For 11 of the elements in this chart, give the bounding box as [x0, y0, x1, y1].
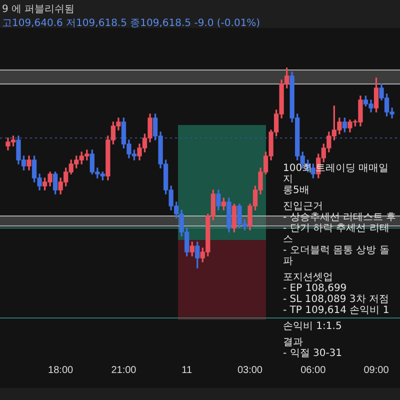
text: 포지션셋업 - EP 108,699 - SL 108,089 3차 저점 - TP 109,614 손익비 1 — [283, 272, 390, 316]
x-tick-label: 06:00 — [300, 364, 326, 376]
x-tick-label: 09:00 — [364, 364, 390, 376]
text: 결과 - 익절 30-31 — [283, 337, 344, 359]
x-tick-label: 11 — [182, 364, 192, 376]
x-tick-label: 03:00 — [237, 364, 263, 376]
x-tick-label: 21:00 — [111, 364, 137, 376]
text: 손익비 1:1.5 — [283, 321, 343, 332]
chart-subtitle: 고109,640.6 저109,618.5 종109,618.5 -9.0 (-0.01%) — [2, 17, 260, 30]
x-tick-label: 18:00 — [48, 364, 74, 376]
chart-title: 9 에 퍼블리쉬됨 — [2, 3, 75, 16]
